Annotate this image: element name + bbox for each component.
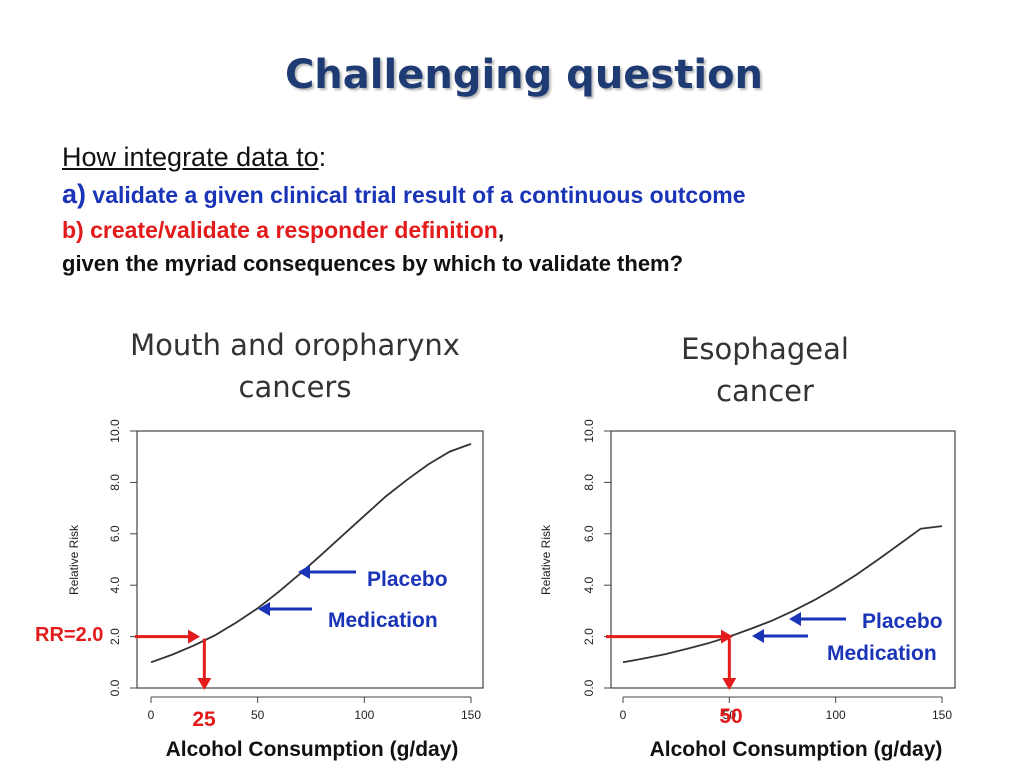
left-x-tick-label: 100 <box>354 708 374 722</box>
left-plot-frame <box>136 430 484 689</box>
item-a-text: validate a given clinical trial result o… <box>92 182 746 208</box>
left-x-tick-label: 150 <box>461 708 481 722</box>
right-y-tick-label: 6.0 <box>582 525 596 542</box>
left-placebo-label: Placebo <box>367 568 448 591</box>
item-b-text: b) create/validate a responder definitio… <box>62 217 498 243</box>
right-y-tick-label: 2.0 <box>582 628 596 645</box>
intro-text: How integrate data to <box>62 142 319 172</box>
left-chart-title: Mouth and oropharynx cancers <box>130 328 460 404</box>
right-medication-arrowhead <box>752 629 764 643</box>
right-y-tick-label: 10.0 <box>582 419 596 443</box>
right-x-tick-label: 0 <box>620 708 627 722</box>
left-y-tick-label: 8.0 <box>108 474 122 491</box>
item-a-letter: a) <box>62 179 87 209</box>
right-x-tick-label: 50 <box>723 708 737 722</box>
left-y-tick-label: 10.0 <box>108 419 122 443</box>
left-medication-label: Medication <box>328 609 438 632</box>
closing-line: given the myriad consequences by which t… <box>62 251 684 276</box>
right-x-axis-label: Alcohol Consumption (g/day) <box>650 738 943 761</box>
right-x-tick-label: 100 <box>826 708 846 722</box>
right-y-tick-label: 4.0 <box>582 577 596 594</box>
left-marker-label: 25 <box>192 708 216 731</box>
right-y-tick-label: 0.0 <box>582 679 596 696</box>
right-marker-arrowhead <box>722 678 737 690</box>
right-x-tick-label: 150 <box>932 708 952 722</box>
item-a-line: a) validate a given clinical trial resul… <box>62 176 746 213</box>
left-marker-arrowhead <box>197 678 212 690</box>
left-y-axis-label: Relative Risk <box>67 524 81 595</box>
left-y-tick-label: 0.0 <box>108 679 122 696</box>
left-x-tick-label: 0 <box>148 708 155 722</box>
right-placebo-arrowhead <box>789 612 801 626</box>
left-medication-arrowhead <box>258 602 270 616</box>
left-x-axis-label: Alcohol Consumption (g/day) <box>166 738 459 761</box>
intro-line: How integrate data to: <box>62 138 746 176</box>
left-y-tick-label: 4.0 <box>108 577 122 594</box>
right-rr-arrowhead <box>721 629 733 644</box>
right-chart-title: Esophageal cancer <box>681 332 849 408</box>
right-y-tick-label: 8.0 <box>582 474 596 491</box>
left-rr-arrowhead <box>188 629 200 644</box>
question-block: How integrate data to: a) validate a giv… <box>62 138 746 281</box>
left-y-tick-label: 6.0 <box>108 525 122 542</box>
left-y-tick-label: 2.0 <box>108 628 122 645</box>
right-placebo-label: Placebo <box>862 610 943 633</box>
right-medication-label: Medication <box>827 642 937 665</box>
left-placebo-arrowhead <box>298 565 310 579</box>
left-rr-label: RR=2.0 <box>35 624 103 646</box>
right-y-axis-label: Relative Risk <box>539 524 553 595</box>
right-plot-frame <box>610 430 956 689</box>
right-risk-curve <box>622 525 943 664</box>
item-b-line: b) create/validate a responder definitio… <box>62 213 746 247</box>
item-b-comma: , <box>497 217 505 243</box>
intro-colon: : <box>318 142 327 172</box>
left-x-tick-label: 50 <box>251 708 265 722</box>
right-marker-label: 50 <box>719 705 742 728</box>
slide-title: Challenging question <box>284 52 764 98</box>
